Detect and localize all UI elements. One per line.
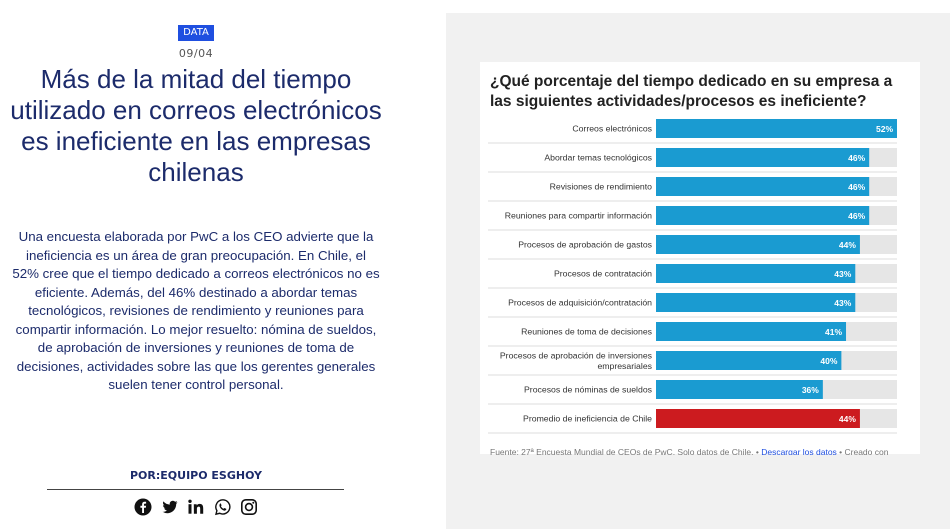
category-label: Reuniones de toma de decisiones bbox=[521, 327, 653, 337]
source-suffix: • Creado con bbox=[839, 447, 889, 455]
publish-date: 09/04 bbox=[178, 47, 214, 60]
bar-chart: 52% Correos electrónicos 46% Abordar temas … bbox=[488, 119, 897, 434]
category-label: Revisiones de rendimiento bbox=[550, 182, 653, 192]
bar[interactable] bbox=[656, 264, 856, 283]
bar[interactable] bbox=[656, 409, 860, 428]
category-label: Procesos de adquisición/contratación bbox=[508, 298, 652, 308]
bar[interactable] bbox=[656, 206, 870, 225]
bar-value-label: 44% bbox=[839, 414, 856, 424]
byline: POR:EQUIPO ESGHOY bbox=[129, 469, 262, 482]
bar[interactable] bbox=[656, 322, 847, 341]
instagram-icon[interactable] bbox=[240, 498, 258, 516]
category-label: Correos electrónicos bbox=[572, 124, 652, 134]
bar-value-label: 43% bbox=[834, 298, 851, 308]
bar-value-label: 43% bbox=[834, 269, 851, 279]
category-label: Reuniones para compartir información bbox=[505, 211, 652, 221]
category-label: Procesos de aprobación de gastos bbox=[518, 240, 652, 250]
article-lead: Una encuesta elaborada por PwC a los CEO… bbox=[12, 229, 380, 392]
category-label: Promedio de ineficiencia de Chile bbox=[523, 414, 652, 424]
bar-value-label: 46% bbox=[848, 211, 865, 221]
chart-source: Fuente: 27ª Encuesta Mundial de CEOs de … bbox=[490, 446, 910, 455]
whatsapp-icon[interactable] bbox=[214, 498, 232, 516]
bar-value-label: 44% bbox=[839, 240, 856, 250]
bar-value-label: 41% bbox=[825, 327, 842, 337]
bar-value-label: 40% bbox=[820, 356, 837, 366]
bar[interactable] bbox=[656, 148, 870, 167]
twitter-icon[interactable] bbox=[161, 498, 179, 516]
bar[interactable] bbox=[656, 293, 856, 312]
bar[interactable] bbox=[656, 177, 870, 196]
bar[interactable] bbox=[656, 380, 823, 399]
bar-value-label: 46% bbox=[848, 153, 865, 163]
facebook-icon[interactable] bbox=[134, 498, 152, 516]
category-label: Procesos de contratación bbox=[554, 269, 652, 279]
share-bar bbox=[134, 497, 258, 517]
bar-value-label: 46% bbox=[848, 182, 865, 192]
bar[interactable] bbox=[656, 351, 842, 370]
download-data-link[interactable]: Descargar los datos bbox=[761, 447, 837, 455]
linkedin-icon[interactable] bbox=[187, 498, 205, 516]
bar-value-label: 52% bbox=[876, 124, 893, 134]
page-title: Más de la mitad del tiempo utilizado en … bbox=[10, 64, 382, 187]
category-label: Procesos de nóminas de sueldos bbox=[524, 385, 653, 395]
category-label: Abordar temas tecnológicos bbox=[544, 153, 652, 163]
bar[interactable] bbox=[656, 119, 897, 138]
chart-title: ¿Qué porcentaje del tiempo dedicado en s… bbox=[490, 73, 893, 110]
category-badge[interactable]: DATA bbox=[178, 25, 214, 41]
divider bbox=[47, 489, 344, 490]
article-column: DATA 09/04 Más de la mitad del tiempo ut… bbox=[0, 0, 392, 529]
category-label: Procesos de aprobación de inversiones emp… bbox=[500, 350, 653, 371]
bar[interactable] bbox=[656, 235, 860, 254]
bar-value-label: 36% bbox=[802, 385, 819, 395]
source-text: Fuente: 27ª Encuesta Mundial de CEOs de … bbox=[490, 447, 759, 455]
